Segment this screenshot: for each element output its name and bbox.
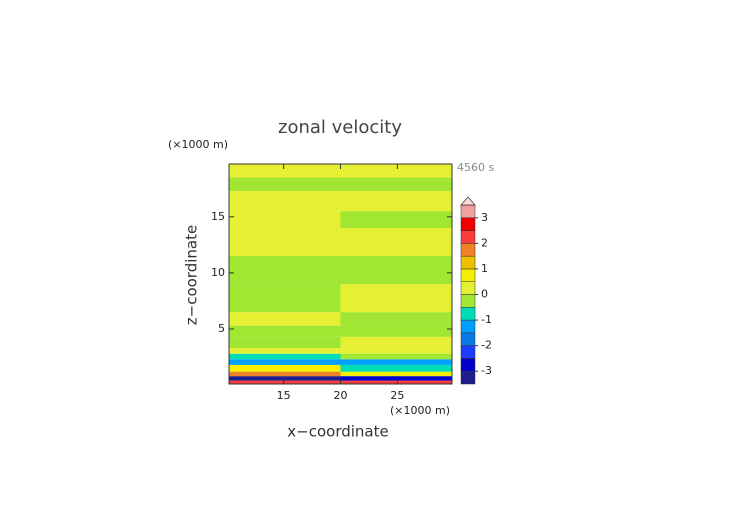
y-tick-label: 10 <box>211 266 225 279</box>
colorbar-tick-label: 0 <box>481 288 488 301</box>
y-axis-label: z−coordinate <box>183 225 201 325</box>
colorbar-tick-label: -1 <box>481 313 492 326</box>
contour-cell <box>340 312 452 326</box>
contour-cell <box>229 364 341 372</box>
contour-cell <box>340 371 452 377</box>
colorbar-segment <box>460 370 476 385</box>
contour-cell <box>229 190 341 203</box>
colorbar-tick-label: -3 <box>481 364 492 377</box>
colorbar-segment <box>460 358 476 372</box>
contour-cell <box>229 312 341 326</box>
colorbar-segment <box>460 243 476 257</box>
colorbar-tick-label: 3 <box>481 211 488 224</box>
colorbar-segment <box>460 230 476 244</box>
colorbar-segment <box>460 294 476 308</box>
contour-cell <box>229 359 341 365</box>
y-tick-label: 5 <box>218 322 225 335</box>
contour-cell <box>229 227 341 257</box>
time-label: 4560 s <box>457 161 494 174</box>
contour-cell <box>340 211 452 228</box>
contour-cell <box>229 380 341 384</box>
contour-cell <box>340 348 452 354</box>
contour-cell <box>340 353 452 360</box>
colorbar-over <box>460 196 476 206</box>
contour-cell <box>229 211 341 228</box>
contour-cell <box>340 336 452 349</box>
contour-cell <box>340 177 452 191</box>
contour-cell <box>340 227 452 257</box>
contour-cell <box>229 348 341 354</box>
colorbar-segment <box>460 345 476 359</box>
contour-cell <box>229 164 341 178</box>
contour-cell <box>340 376 452 381</box>
x-axis-label: x−coordinate <box>287 423 388 441</box>
colorbar-segment <box>460 217 476 231</box>
contour-cell <box>340 380 452 384</box>
colorbar-segment <box>460 307 476 321</box>
contour-cell <box>229 325 341 337</box>
colorbar-segment <box>460 319 476 334</box>
x-unit: (×1000 m) <box>390 404 450 417</box>
contour-cell <box>340 256 452 285</box>
x-tick-label: 15 <box>277 389 291 402</box>
colorbar-segment <box>460 255 476 270</box>
colorbar-segment <box>460 332 476 346</box>
colorbar-tick-label: 2 <box>481 236 488 249</box>
contour-cell <box>340 364 452 372</box>
contour-cell <box>340 359 452 365</box>
colorbar-segment <box>460 268 476 282</box>
contour-cell <box>229 371 341 377</box>
contour-cell <box>229 177 341 191</box>
y-tick-label: 15 <box>211 210 225 223</box>
colorbar-tick-label: -2 <box>481 339 492 352</box>
contour-cell <box>229 256 341 285</box>
contour-cell <box>340 325 452 337</box>
colorbar-tick-label: 1 <box>481 262 488 275</box>
contour-cell <box>229 353 341 360</box>
chart-title: zonal velocity <box>278 117 402 138</box>
colorbar-segment <box>460 204 476 219</box>
x-tick-label: 25 <box>390 389 404 402</box>
contour-cell <box>340 190 452 203</box>
y-unit: (×1000 m) <box>168 138 228 151</box>
colorbar-segment <box>460 281 476 295</box>
contour-cell <box>229 284 341 313</box>
x-tick-label: 20 <box>334 389 348 402</box>
contour-cell <box>229 336 341 349</box>
contour-cell <box>340 164 452 178</box>
contour-cell <box>229 202 341 212</box>
contour-cell <box>340 202 452 212</box>
contour-cell <box>340 284 452 313</box>
contour-cell <box>229 376 341 381</box>
